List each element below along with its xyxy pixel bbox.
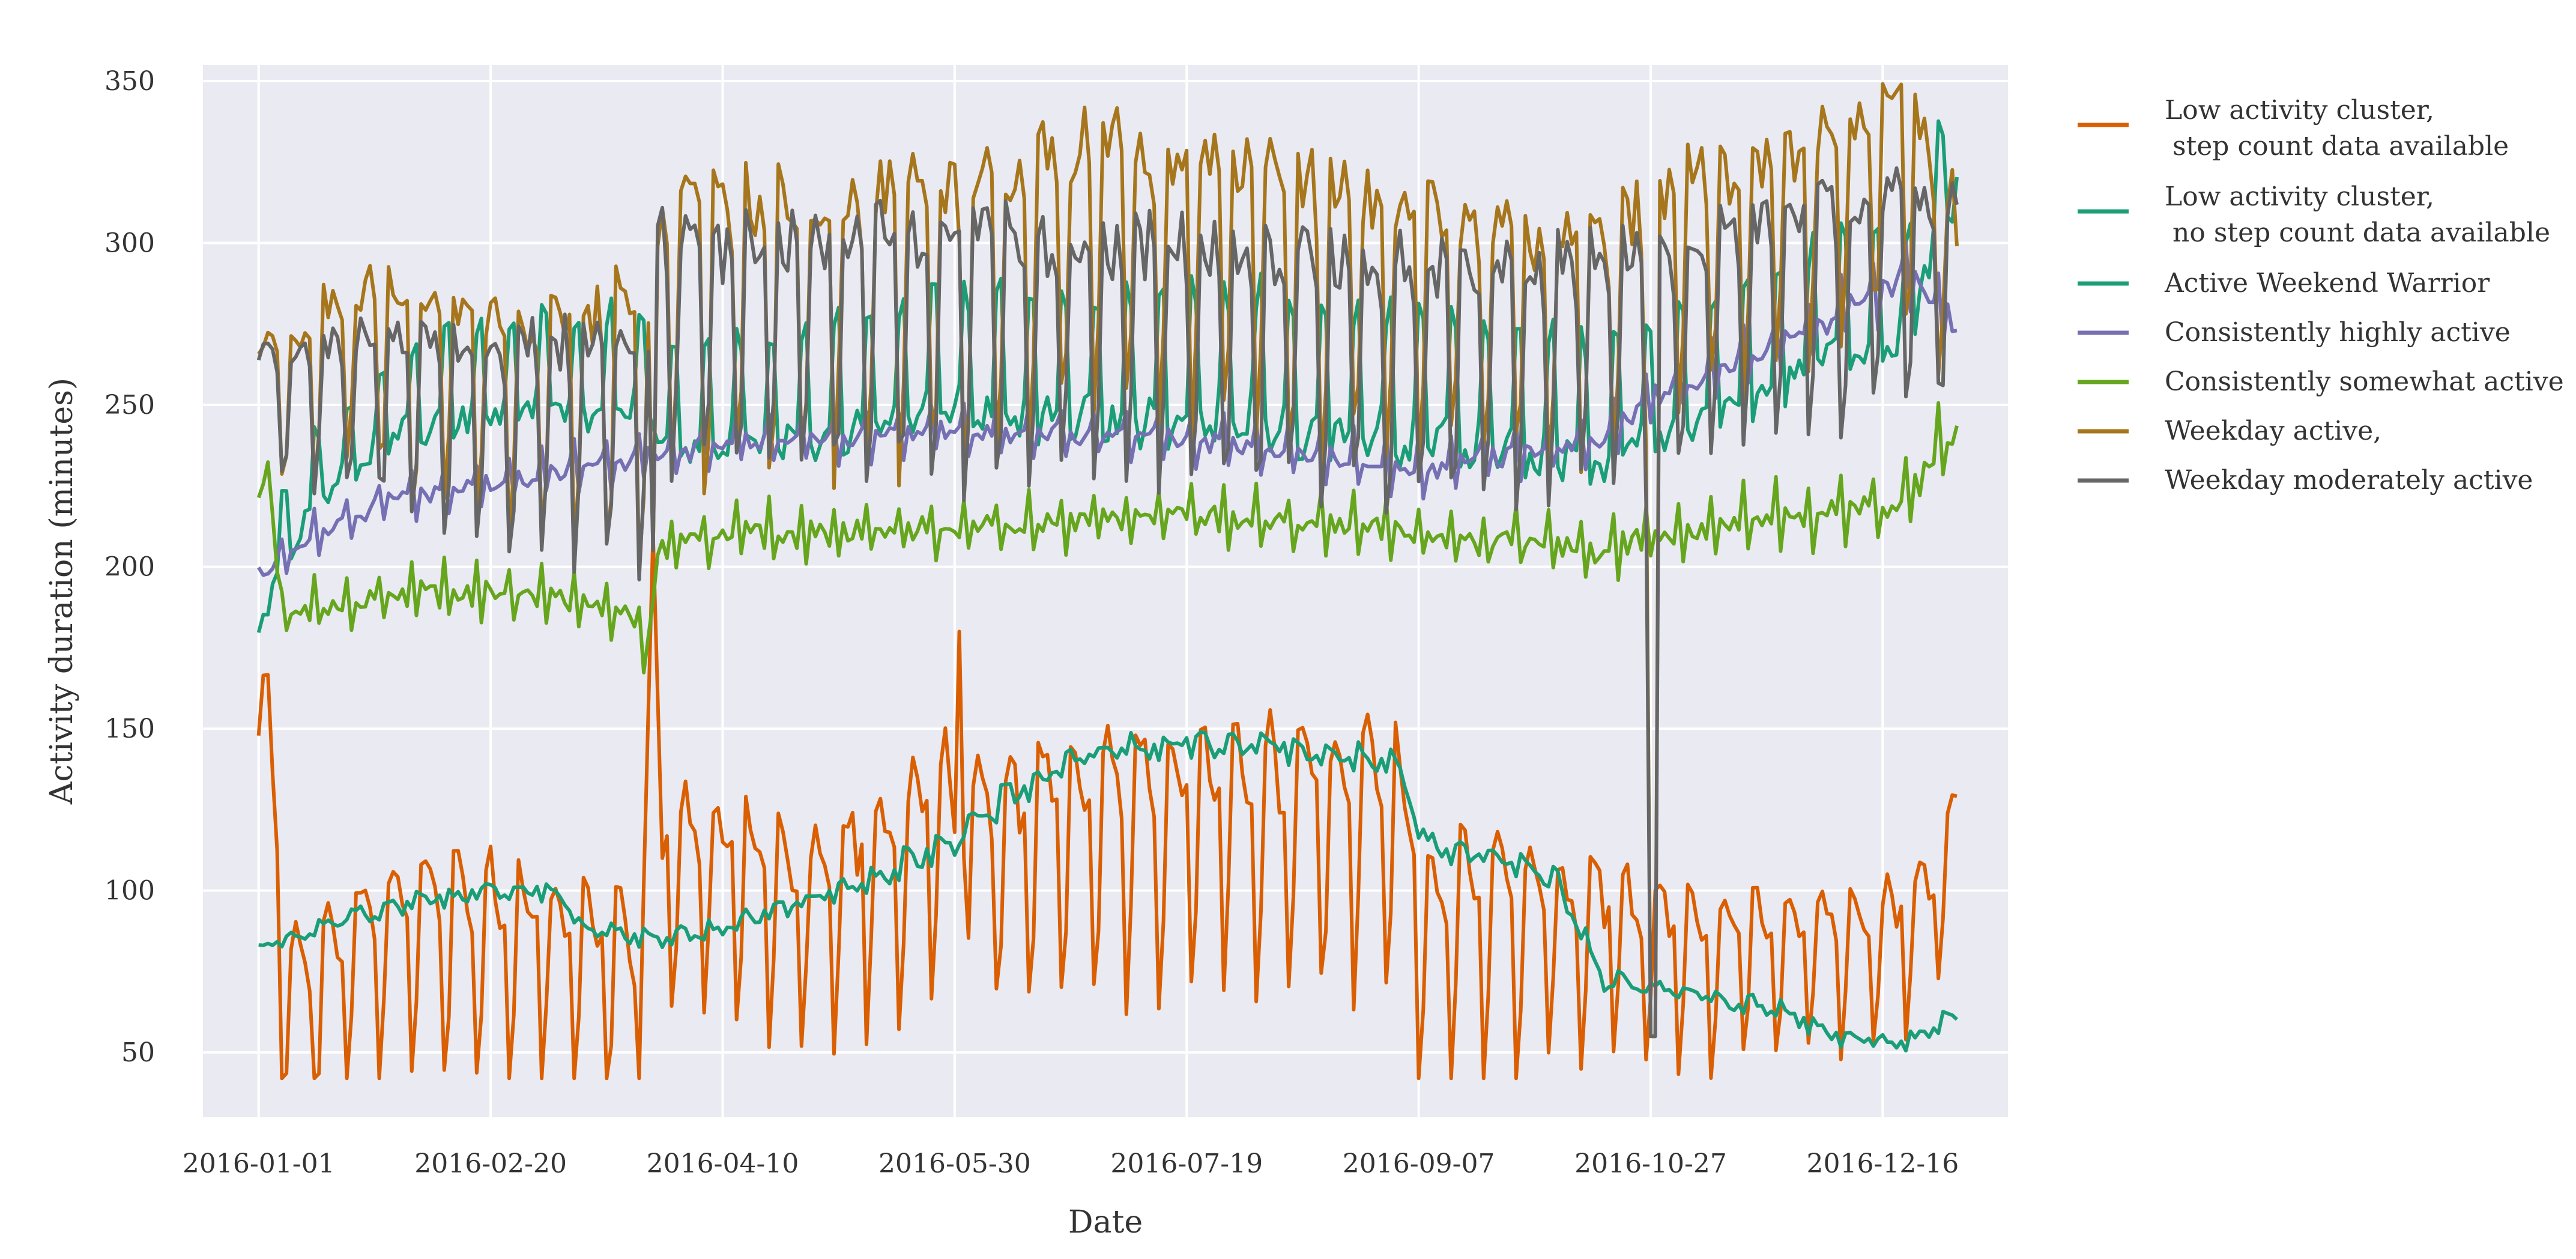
legend-entry: Low activity cluster, no step count data …: [2078, 181, 2550, 248]
legend-label: step count data available: [2172, 131, 2509, 162]
x-tick-label: 2016-02-20: [414, 1148, 567, 1179]
legend-entry: Weekday active,: [2078, 416, 2381, 446]
series-line: [256, 532, 1958, 1081]
legend-entry: Consistently highly active: [2078, 317, 2511, 348]
legend-label: Consistently highly active: [2165, 317, 2511, 348]
legend-label: Weekday moderately active: [2165, 465, 2533, 496]
x-tick-label: 2016-05-30: [878, 1148, 1031, 1179]
x-tick-label: 2016-04-10: [647, 1148, 799, 1179]
x-tick-label: 2016-10-27: [1574, 1148, 1727, 1179]
series-lines: [256, 82, 1959, 1081]
y-tick-label: 150: [104, 714, 155, 744]
x-tick-label: 2016-09-07: [1343, 1148, 1495, 1179]
legend: Low activity cluster, step count data ava…: [2078, 95, 2564, 496]
series-line: [258, 730, 1959, 1053]
x-axis-label: Date: [1068, 1204, 1143, 1240]
y-tick-label: 300: [104, 228, 155, 258]
legend-label: no step count data available: [2172, 217, 2550, 248]
series-line: [256, 166, 1959, 1039]
legend-entry: Low activity cluster, step count data ava…: [2078, 95, 2509, 162]
x-tick-label: 2016-12-16: [1807, 1148, 1959, 1179]
legend-label: Active Weekend Warrior: [2164, 268, 2490, 299]
y-axis-label: Activity duration (minutes): [44, 378, 80, 805]
series-line: [256, 119, 1959, 633]
y-tick-label: 250: [104, 390, 155, 420]
legend-entry: Consistently somewhat active: [2078, 366, 2564, 397]
y-tick-label: 100: [104, 876, 155, 906]
y-tick-label: 350: [104, 66, 155, 97]
series-line: [257, 240, 1958, 577]
x-tick-label: 2016-01-01: [183, 1148, 335, 1179]
y-tick-label: 200: [104, 552, 155, 583]
legend-label: Low activity cluster,: [2165, 181, 2434, 212]
legend-entry: Weekday moderately active: [2078, 465, 2533, 496]
y-tick-label: 50: [121, 1037, 155, 1068]
legend-label: Low activity cluster,: [2165, 95, 2434, 126]
legend-label: Consistently somewhat active: [2165, 366, 2564, 397]
legend-label: Weekday active,: [2165, 416, 2381, 446]
series-line: [256, 401, 1959, 675]
legend-entry: Active Weekend Warrior: [2078, 268, 2490, 299]
x-tick-label: 2016-07-19: [1110, 1148, 1263, 1179]
x-tick-labels: 2016-01-01 2016-02-20 2016-04-10 2016-05-30…: [183, 1148, 1959, 1179]
y-tick-labels: 50 100 150 200 250 300 350: [104, 66, 155, 1068]
